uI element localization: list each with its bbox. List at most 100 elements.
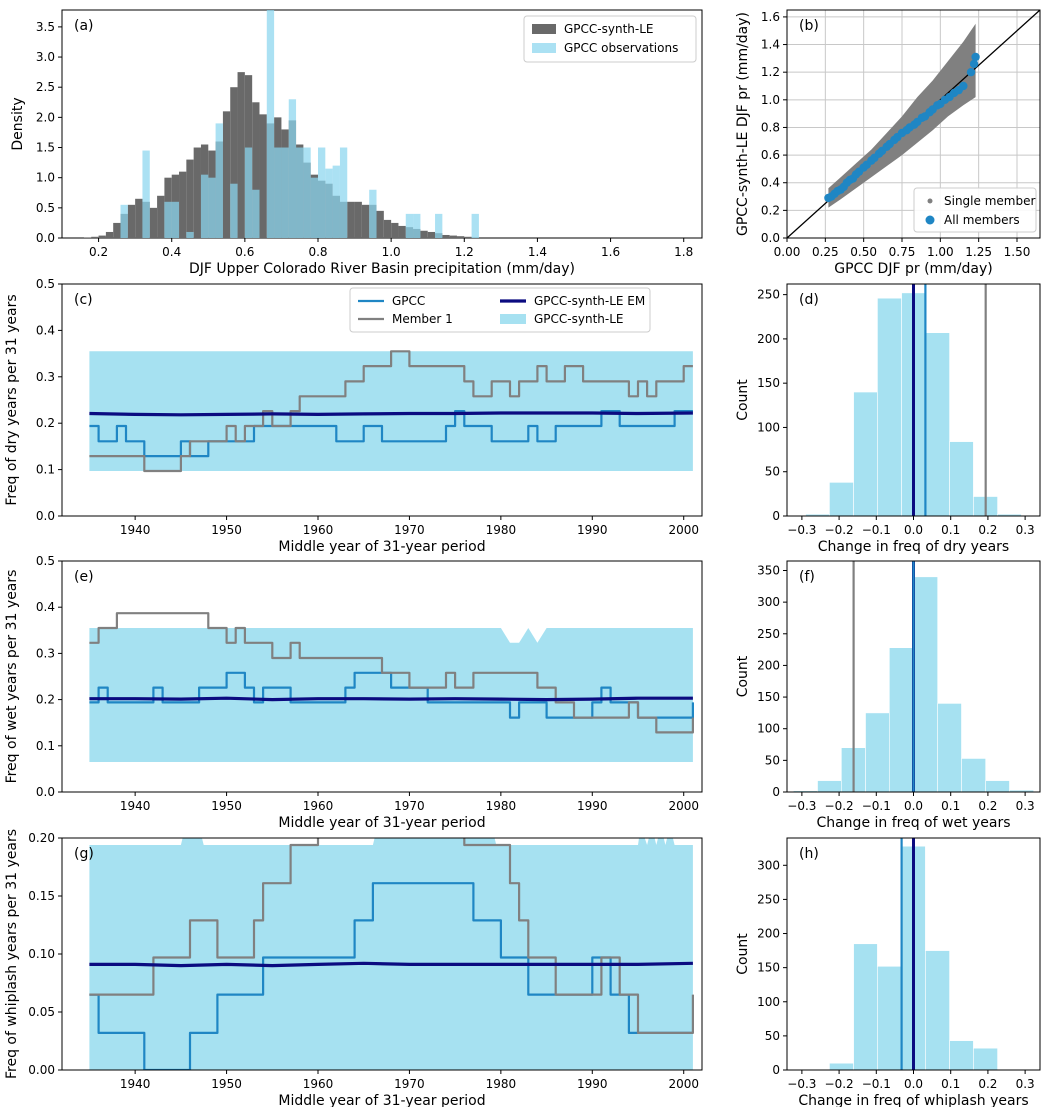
- hist-bar: [464, 236, 472, 238]
- hist-bar: [186, 231, 194, 238]
- x-tick-label: 1960: [303, 799, 334, 813]
- hist-bar: [266, 10, 275, 238]
- y-tick-label: 0.4: [36, 600, 55, 614]
- hist-bar: [369, 189, 377, 238]
- y-tick-label: 0.0: [761, 231, 780, 245]
- y-tick-label: 0.1: [36, 739, 55, 753]
- x-tick-label: 1.50: [1004, 245, 1031, 259]
- hist-bar: [435, 213, 443, 238]
- count-bar: [925, 950, 950, 1070]
- y-tick-label: 0.00: [28, 1063, 55, 1077]
- x-tick-label: 0.8: [308, 245, 327, 259]
- x-tick-label: 0.4: [162, 245, 181, 259]
- hist-bar: [391, 222, 399, 238]
- y-tick-label: 200: [757, 658, 780, 672]
- x-tick-label: 1990: [577, 799, 608, 813]
- legend-marker-all: [925, 215, 935, 225]
- hist-bar: [222, 111, 231, 238]
- y-tick-label: 0.6: [761, 148, 780, 162]
- count-bar: [925, 332, 950, 516]
- x-tick-label: −0.3: [787, 799, 816, 813]
- hist-bar: [442, 234, 450, 238]
- hist-bar: [113, 222, 121, 238]
- hist-bar: [252, 102, 260, 238]
- plot-area: [793, 561, 1034, 792]
- y-axis-label: Freq of whiplash years per 31 years: [4, 829, 20, 1079]
- hist-bar: [259, 114, 267, 238]
- y-tick-label: 0.5: [36, 554, 55, 568]
- legend-label: GPCC observations: [564, 41, 678, 55]
- axes-frame: [61, 283, 703, 517]
- hist-bar: [135, 198, 143, 238]
- panel-b: 0.00 0.25 0.50 0.75 1.00 1.25 1.50 0.0 0.2 0.4 0.6…: [735, 9, 1041, 277]
- x-axis-label: GPCC DJF pr (mm/day): [834, 261, 992, 277]
- x-tick-label: 0.50: [850, 245, 877, 259]
- y-tick-label: 0.2: [761, 203, 780, 217]
- x-tick-label: 1.25: [965, 245, 992, 259]
- y-tick-label: 0.3: [36, 646, 55, 660]
- y-tick-label: 50: [765, 753, 780, 767]
- panel-label: (f): [799, 569, 815, 585]
- x-tick-label: 0.0: [904, 1077, 923, 1091]
- hist-bar: [354, 201, 362, 238]
- hist-bar: [376, 210, 384, 238]
- count-bar: [829, 482, 854, 516]
- legend-label: Member 1: [392, 312, 453, 326]
- panel-e: 1940 1950 1960 1970 1980 1990 2000 0.0 0.1 0.2 0.3…: [4, 554, 703, 831]
- y-tick-label: 0: [772, 1063, 780, 1077]
- x-tick-label: 1.00: [927, 245, 954, 259]
- y-axis-label: Count: [735, 655, 751, 697]
- y-tick-label: 0.05: [28, 1005, 55, 1019]
- y-tick-label: 0.4: [761, 176, 780, 190]
- panel-a: 0.2 0.4 0.6 0.8 1.0 1.2 1.4 1.6 1.8 0.0 0.5 1.0 1.5 2…: [10, 9, 703, 277]
- hist-bar: [383, 219, 392, 238]
- axes-frame: [61, 560, 703, 793]
- plot-area: [89, 612, 695, 762]
- x-tick-label: 1960: [303, 1077, 334, 1091]
- count-bar: [889, 647, 914, 792]
- y-tick-label: 0.15: [28, 889, 55, 903]
- member-1-line: [89, 838, 695, 1035]
- panel-label: (e): [74, 569, 94, 585]
- panel-label: (d): [799, 292, 819, 308]
- x-tick-label: 0.1: [941, 1077, 960, 1091]
- x-tick-label: 1950: [211, 1077, 242, 1091]
- x-axis-label: Change in freq of wet years: [816, 815, 1010, 831]
- x-tick-label: −0.1: [862, 523, 891, 537]
- y-tick-label: 150: [757, 690, 780, 704]
- legend-label: GPCC-synth-LE: [564, 22, 654, 36]
- x-tick-label: 0.3: [1016, 1077, 1035, 1091]
- x-tick-label: 0.2: [978, 1077, 997, 1091]
- x-tick-label: 0.75: [889, 245, 916, 259]
- hist-bar: [427, 231, 436, 238]
- plot-area: [787, 10, 1040, 238]
- x-tick-label: 1980: [486, 1077, 517, 1091]
- hist-bar: [303, 147, 311, 238]
- x-tick-label: 1990: [577, 523, 608, 537]
- panel-f: −0.3 −0.2 −0.1 0.0 0.1 0.2 0.3 0 50 100 150 200 250 3…: [735, 560, 1041, 831]
- y-tick-label: 0.10: [28, 947, 55, 961]
- y-tick-label: 0.2: [36, 693, 55, 707]
- count-bar: [913, 576, 938, 792]
- y-tick-label: 350: [757, 563, 780, 577]
- count-bar: [949, 441, 974, 516]
- x-axis-label: DJF Upper Colorado River Basin precipita…: [189, 261, 575, 277]
- x-tick-label: 2000: [668, 1077, 699, 1091]
- x-tick-label: 0.3: [1016, 523, 1035, 537]
- hist-bar: [325, 168, 333, 238]
- y-tick-label: 300: [757, 858, 780, 872]
- x-tick-label: 0.2: [89, 245, 108, 259]
- hist-bar: [405, 213, 414, 238]
- hist-bar: [413, 213, 421, 238]
- y-tick-label: 3.0: [36, 50, 55, 64]
- y-tick-label: 0.5: [36, 277, 55, 291]
- y-tick-label: 0.20: [28, 831, 55, 845]
- count-bar: [985, 780, 1010, 792]
- hist-bar: [332, 165, 340, 238]
- hist-bar: [420, 230, 428, 238]
- hist-bar: [310, 177, 318, 238]
- hist-bar: [193, 147, 201, 238]
- legend-label: GPCC-synth-LE EM: [534, 294, 645, 308]
- x-tick-label: 0.2: [978, 799, 997, 813]
